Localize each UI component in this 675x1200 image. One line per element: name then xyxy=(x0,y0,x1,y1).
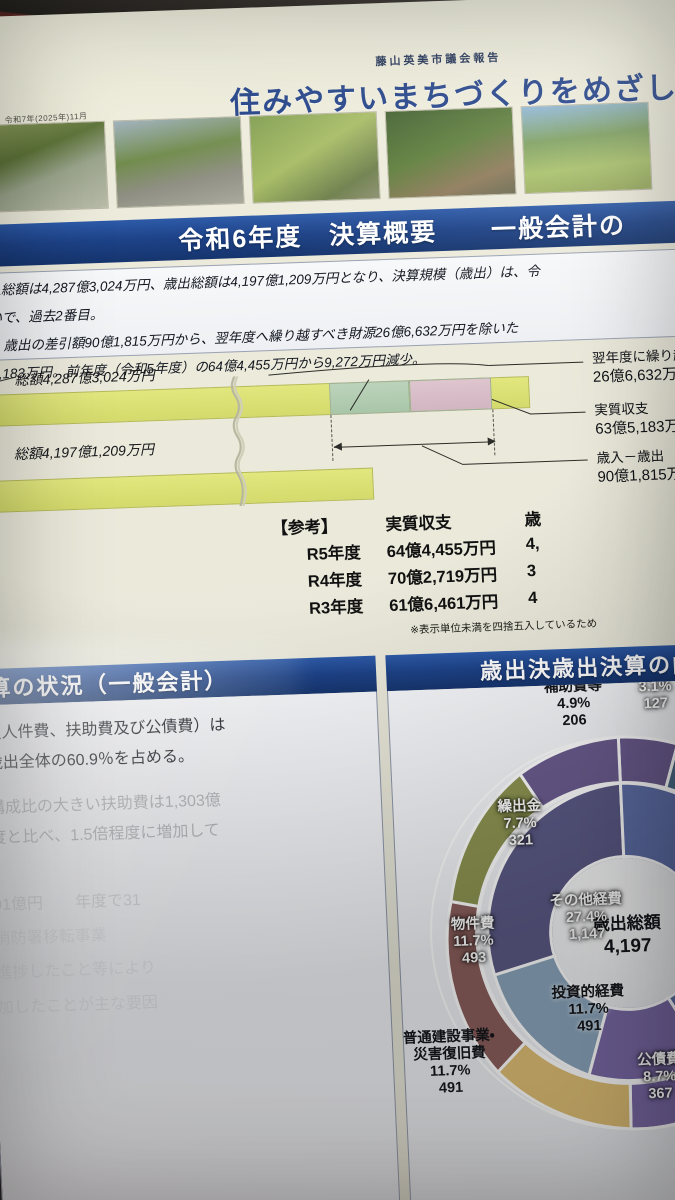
annotation-leaders xyxy=(268,361,588,465)
annotation-value: 26億6,632万円 xyxy=(592,365,675,387)
annotation-value: 63億5,183万円 xyxy=(594,417,675,438)
status-line: 進捗したこと等により xyxy=(0,959,157,983)
photo-thumbnail: 毛虫が大量発生した雑草 xyxy=(248,111,381,204)
status-line: 消防署移転事業 xyxy=(0,927,108,948)
inner-remainder xyxy=(618,781,675,1061)
label-value: 127 xyxy=(643,695,669,713)
reference-table: 【参考】 実質収支 歳 R5年度 64億4,455万円 4, R4年度 70億2… xyxy=(271,498,675,621)
row-year: R5年度 xyxy=(306,543,362,564)
row-saishutsu: 4 xyxy=(527,588,538,608)
annotation-label: 実質収支 xyxy=(594,400,649,418)
panel-body: （人件費、扶助費及び公債費）は 歳出全体の60.9％を占める。 構成比の大きい扶… xyxy=(0,691,401,1200)
label-name: 公債費 xyxy=(636,1051,675,1069)
reference-note: ※表示単位未満を四捨五入しているため xyxy=(409,617,598,637)
label-futsukensetsu: 普通建設事業・ 災害復旧費 11.7% 491 xyxy=(387,1027,526,1101)
annotation-label: 歳入－歳出 xyxy=(596,448,665,466)
panel-expenditure-breakdown: 歳出決歳出決算の内 xyxy=(385,641,675,1200)
photo-caption: 毛虫が大量発生した雑草 xyxy=(256,203,356,204)
panel-expenditure-status: 算の状況（一般会計） （人件費、扶助費及び公債費）は 歳出全体の60.9％を占め… xyxy=(0,655,401,1200)
donut-outline xyxy=(430,736,675,1130)
annotation-value: 90億1,815万 xyxy=(597,466,675,486)
label-value: 493 xyxy=(461,950,487,967)
annotation-carryover: 翌年度に繰り越す 26億6,632万円 xyxy=(592,346,675,388)
arrow-heads-icon xyxy=(333,437,496,451)
row-jisshitsu: 61億6,461万円 xyxy=(388,592,499,615)
row-saishutsu: 3 xyxy=(526,561,537,581)
label-value: 367 xyxy=(648,1085,673,1103)
label-toushitekikeihi: 投資的経費 11.7% 491 xyxy=(528,982,650,1037)
label-sonota: その他 3.1% 127 xyxy=(611,677,675,715)
budget-flow-diagram: 総額4,287億3,024万円 総額4,197億1,209万円 xyxy=(0,342,675,520)
status-line: 加したことが主な要因 xyxy=(0,994,159,1017)
label-kosaihi: 公債費 8.7% 367 xyxy=(609,1050,675,1105)
annotation-real-balance: 実質収支 63億5,183万円 xyxy=(594,398,675,440)
annotation-label: 翌年度に繰り越す xyxy=(591,347,675,366)
photo-thumbnail: 河川 xyxy=(384,106,517,199)
photo-thumbnail xyxy=(0,120,109,214)
photo-thumbnail: 歩道の街路樹 xyxy=(112,115,245,209)
label-kuridashikin: 繰出金 7.7% 321 xyxy=(469,797,571,852)
row-saishutsu: 4, xyxy=(525,534,540,554)
label-value: 321 xyxy=(508,832,534,850)
status-line: 91億円 年度で31 xyxy=(0,891,142,914)
row-year: R3年度 xyxy=(308,597,364,618)
row-year: R4年度 xyxy=(307,570,363,591)
column-header-saishutsu: 歳 xyxy=(524,510,542,529)
reference-title: 【参考】 xyxy=(271,517,338,538)
label-sonotakeihi: その他経費 27.4% 1,147 xyxy=(525,890,647,945)
donut-chart: 歳出総額 4,197 補助費等 4.9% 206 その他 3.1% 127 xyxy=(402,677,675,1150)
photo-thumbnail: 公園 xyxy=(520,101,653,195)
panel-body: 歳出総額 4,197 補助費等 4.9% 206 その他 3.1% 127 xyxy=(386,677,675,1200)
axis-break-icon xyxy=(230,376,247,507)
annotation-difference: 歳入－歳出 90億1,815万 xyxy=(596,447,675,488)
label-bukkenhi: 物件費 11.7% 493 xyxy=(422,915,524,970)
